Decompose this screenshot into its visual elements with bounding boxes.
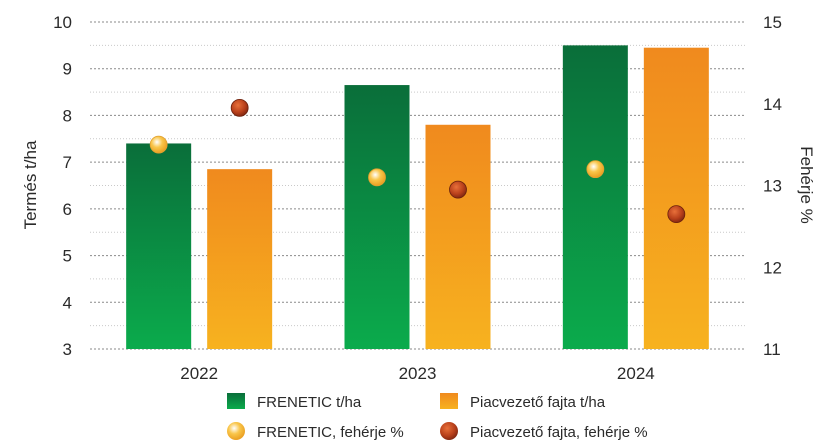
bar <box>562 45 628 349</box>
legend-swatch-frenetic-bar <box>227 393 245 409</box>
bar <box>207 169 273 349</box>
y-tick-label: 9 <box>63 60 72 79</box>
bar <box>425 124 491 350</box>
y-axis-title: Termés t/ha <box>21 140 40 229</box>
point <box>368 168 386 187</box>
legend-label-frenetic-dot: FRENETIC, fehérje % <box>257 424 404 441</box>
legend-swatch-piac-bar <box>440 393 458 409</box>
legend-item-piac-bar: Piacvezető fajta t/ha <box>440 393 606 411</box>
bar <box>344 85 410 350</box>
y2-tick-label: 15 <box>763 13 782 32</box>
x-tick-label: 2023 <box>399 364 437 383</box>
x-tick-label: 2024 <box>617 364 655 383</box>
bars <box>126 45 709 350</box>
legend: FRENETIC t/ha Piacvezető fajta t/ha FREN… <box>227 393 648 441</box>
y-tick-label: 7 <box>63 153 72 172</box>
legend-item-piac-dot: Piacvezető fajta, fehérje % <box>440 422 648 441</box>
x-tick-label: 2022 <box>180 364 218 383</box>
y-axis-ticks: 3 4 5 6 7 8 9 10 <box>53 13 72 359</box>
y-tick-label: 10 <box>53 13 72 32</box>
point <box>149 135 168 154</box>
y-tick-label: 3 <box>63 340 72 359</box>
bar <box>643 47 709 349</box>
y-tick-label: 6 <box>63 200 72 219</box>
y2-tick-label: 11 <box>763 340 781 359</box>
legend-item-frenetic-dot: FRENETIC, fehérje % <box>227 422 404 441</box>
gridlines <box>90 21 745 350</box>
point <box>586 160 605 179</box>
y2-tick-label: 12 <box>763 258 782 277</box>
point <box>667 205 686 224</box>
bar <box>126 143 192 349</box>
y2-axis-ticks: 11 12 13 14 15 <box>763 13 782 359</box>
point <box>230 98 249 117</box>
x-axis-ticks: 2022 2023 2024 <box>180 364 654 383</box>
points <box>149 98 686 224</box>
legend-label-frenetic-bar: FRENETIC t/ha <box>257 394 362 411</box>
legend-swatch-frenetic-dot <box>227 422 245 440</box>
y-tick-label: 4 <box>63 293 72 312</box>
y2-tick-label: 13 <box>763 177 782 196</box>
point <box>449 180 467 199</box>
y2-tick-label: 14 <box>763 95 782 114</box>
y2-axis-title: Fehérje % <box>797 146 814 223</box>
legend-item-frenetic-bar: FRENETIC t/ha <box>227 393 362 411</box>
y-tick-label: 8 <box>63 106 72 125</box>
legend-label-piac-bar: Piacvezető fajta t/ha <box>470 394 606 411</box>
legend-swatch-piac-dot <box>440 422 458 440</box>
y-tick-label: 5 <box>63 247 72 266</box>
legend-label-piac-dot: Piacvezető fajta, fehérje % <box>470 424 648 441</box>
